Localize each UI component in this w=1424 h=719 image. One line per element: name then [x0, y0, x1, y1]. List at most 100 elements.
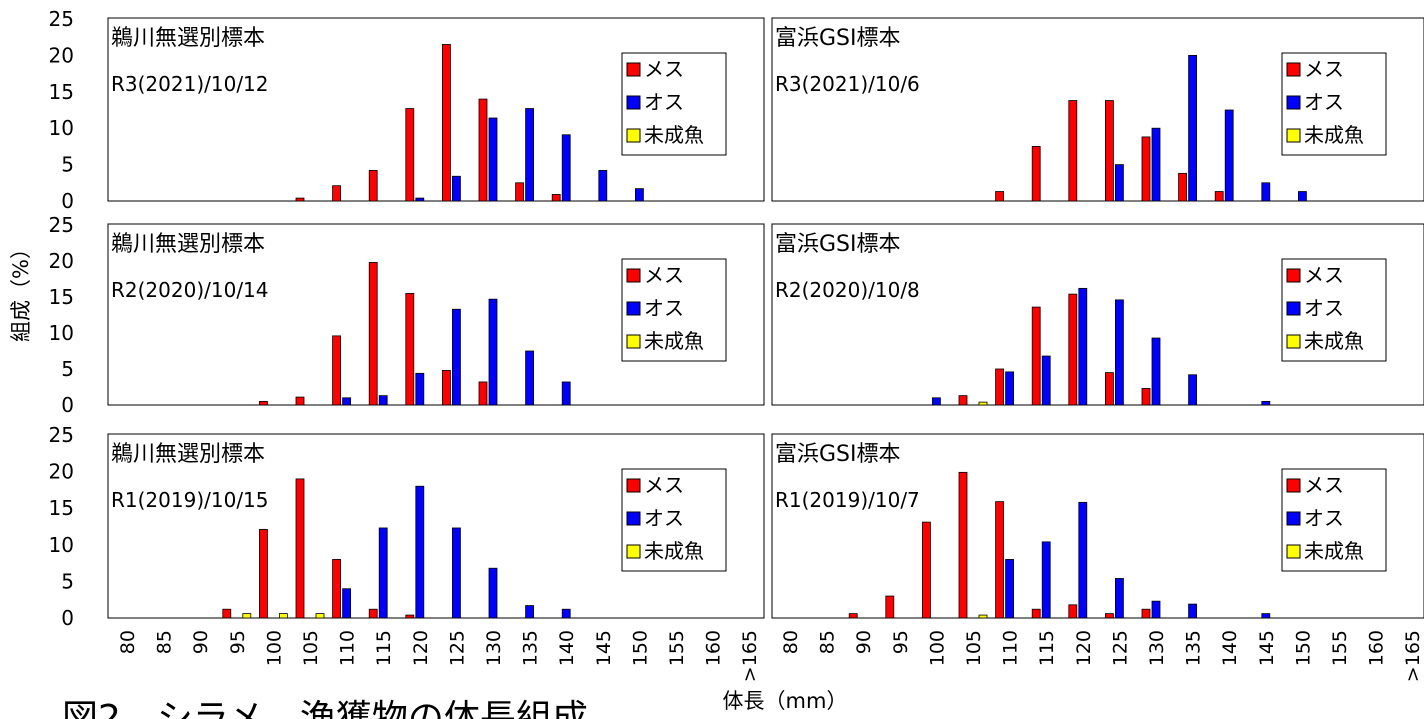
panel-date: R2(2020)/10/8 — [775, 278, 920, 302]
x-tick-label: >165 — [1402, 630, 1424, 682]
bar-メス-95 — [885, 595, 895, 619]
bar-オス-140 — [561, 608, 571, 619]
x-tick-label: 110 — [337, 630, 359, 666]
bar-オス-120 — [1078, 501, 1088, 619]
bar-未成魚-100 — [278, 613, 288, 619]
panel-date: R3(2021)/10/12 — [111, 72, 269, 96]
bar-未成魚-105 — [978, 401, 988, 406]
bar-メス-115 — [1031, 608, 1041, 619]
bar-未成魚-105 — [978, 614, 988, 619]
bar-オス-135 — [1188, 55, 1197, 202]
legend-entry: 未成魚 — [1304, 539, 1364, 563]
bar-オス-130 — [488, 567, 498, 619]
panel-title: 富浜GSI標本 — [775, 232, 901, 257]
y-tick-label: 15 — [49, 496, 74, 520]
x-tick-label: 150 — [629, 630, 651, 666]
bar-メス-110 — [332, 335, 342, 406]
bar-メス-110 — [332, 559, 342, 619]
legend-entry: 未成魚 — [644, 539, 704, 563]
x-tick-label: 125 — [1109, 630, 1131, 666]
x-tick-label: 140 — [1219, 630, 1241, 666]
figure-caption: 図2 シラメ 漁獲物の体長組成 — [62, 698, 588, 719]
bar-メス-110 — [995, 501, 1004, 619]
panel-title: 鵜川無選別標本 — [111, 232, 265, 257]
x-tick-label: 130 — [483, 630, 505, 666]
panel-title: 富浜GSI標本 — [775, 26, 901, 51]
bar-オス-125 — [451, 175, 461, 202]
legend-entry: メス — [644, 473, 684, 497]
x-tick-label: 130 — [1146, 630, 1168, 666]
y-tick-label: 0 — [61, 189, 74, 213]
bar-メス-115 — [368, 262, 378, 406]
bar-メス-140 — [551, 194, 561, 202]
y-tick-label: 0 — [61, 606, 74, 630]
bar-メス-120 — [1068, 100, 1078, 202]
legend-swatch — [626, 268, 641, 283]
y-tick-label: 20 — [49, 460, 74, 484]
bar-オス-115 — [1041, 541, 1051, 619]
bar-メス-125 — [1105, 100, 1114, 202]
x-tick-label: 145 — [1256, 630, 1278, 666]
bar-オス-120 — [415, 485, 425, 619]
x-tick-label: 90 — [190, 630, 212, 654]
x-tick-label: 85 — [817, 630, 839, 654]
x-tick-label: 80 — [117, 630, 139, 654]
y-tick-label: 20 — [49, 249, 74, 273]
bar-メス-130 — [1141, 608, 1151, 619]
bar-メス-90 — [848, 613, 858, 619]
legend-entry: オス — [644, 506, 684, 530]
bar-オス-145 — [1261, 400, 1271, 406]
bar-メス-120 — [405, 108, 415, 202]
bar-メス-110 — [332, 185, 342, 202]
x-tick-label: 155 — [666, 630, 688, 666]
bar-オス-115 — [378, 527, 388, 619]
bar-メス-125 — [1105, 372, 1114, 406]
legend-entry: オス — [1304, 90, 1344, 114]
bar-オス-130 — [488, 298, 498, 406]
bar-メス-95 — [222, 608, 232, 619]
legend-swatch — [626, 334, 641, 349]
legend-entry: メス — [1304, 473, 1344, 497]
bar-メス-140 — [1214, 191, 1224, 202]
y-tick-label: 15 — [49, 285, 74, 309]
bar-オス-100 — [932, 397, 941, 406]
bar-オス-135 — [1188, 603, 1197, 619]
bar-未成魚-105 — [315, 613, 325, 619]
bar-メス-105 — [295, 396, 305, 406]
bar-オス-110 — [1005, 559, 1014, 619]
bar-オス-110 — [342, 588, 352, 619]
x-tick-label: 110 — [1000, 630, 1022, 666]
bar-メス-125 — [441, 44, 451, 202]
bar-オス-150 — [1298, 191, 1307, 202]
bar-オス-125 — [451, 308, 461, 406]
bar-メス-125 — [441, 370, 451, 406]
x-tick-label: 135 — [1183, 630, 1205, 666]
bar-オス-130 — [488, 117, 498, 202]
x-tick-label: 90 — [853, 630, 875, 654]
y-tick-label: 25 — [49, 423, 74, 447]
legend-entry: 未成魚 — [1304, 329, 1364, 353]
bar-オス-125 — [1115, 299, 1124, 406]
legend-swatch — [1286, 544, 1301, 559]
bar-メス-100 — [922, 521, 931, 619]
bar-メス-100 — [258, 529, 268, 619]
bar-オス-135 — [525, 605, 534, 619]
bar-メス-125 — [1105, 613, 1114, 619]
legend-entry: 未成魚 — [1304, 123, 1364, 147]
legend-swatch — [626, 301, 641, 316]
plot-frame — [771, 17, 1424, 202]
x-tick-label: 135 — [520, 630, 542, 666]
x-tick-label: 105 — [963, 630, 985, 666]
bar-オス-135 — [1188, 374, 1197, 406]
bar-メス-120 — [1068, 293, 1078, 406]
panel-date: R1(2019)/10/15 — [111, 488, 269, 512]
bar-オス-120 — [415, 197, 425, 202]
plot-frame — [107, 433, 765, 619]
x-axis-label: 体長（mm） — [723, 689, 848, 713]
bar-オス-110 — [342, 397, 352, 406]
bar-オス-120 — [1078, 287, 1088, 406]
bar-オス-135 — [525, 350, 534, 406]
legend-entry: オス — [1304, 506, 1344, 530]
bar-メス-120 — [405, 292, 415, 406]
